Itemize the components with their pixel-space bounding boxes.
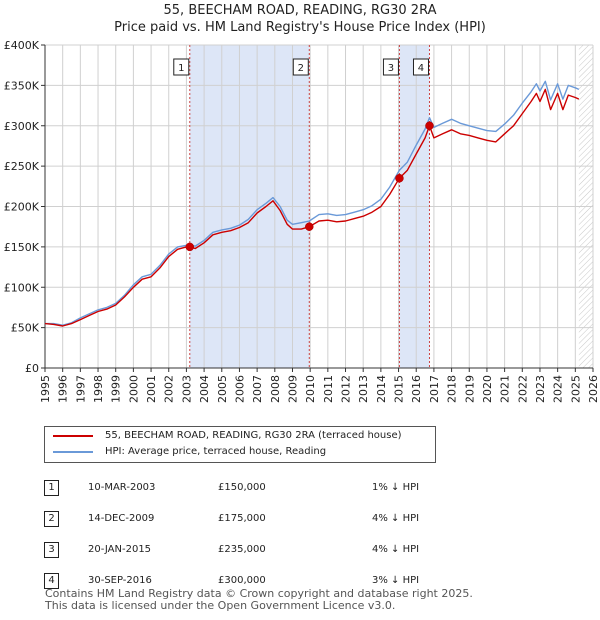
transaction-number: 2 (44, 510, 59, 527)
x-tick-label-1998: 1998 (92, 375, 105, 403)
transaction-number: 1 (44, 479, 59, 496)
x-tick-label-1995: 1995 (39, 375, 52, 403)
chart-legend: 55, BEECHAM ROAD, READING, RG30 2RA (ter… (44, 426, 436, 463)
transaction-number-cell: 2 (44, 503, 82, 534)
x-tick-label-2005: 2005 (216, 375, 229, 403)
transaction-number-cell: 1 (44, 472, 82, 503)
x-tick-label-2000: 2000 (127, 375, 140, 403)
y-tick-label-50000: £50K (11, 322, 40, 335)
property-line-swatch (53, 435, 93, 437)
x-tick-label-2020: 2020 (481, 375, 494, 403)
transaction-date: 14-DEC-2009 (88, 513, 155, 524)
x-tick-label-2014: 2014 (375, 375, 388, 403)
sale-marker-label-3: 3 (388, 63, 394, 74)
transaction-price: £235,000 (218, 544, 266, 555)
legend-label-hpi: HPI: Average price, terraced house, Read… (105, 446, 327, 457)
x-tick-label-2024: 2024 (552, 375, 565, 403)
transaction-date: 10-MAR-2003 (88, 482, 156, 493)
transaction-hpi-diff: 4% ↓ HPI (372, 513, 420, 524)
hpi-line-swatch (53, 451, 93, 453)
transaction-price: £150,000 (218, 482, 266, 493)
x-tick-label-2013: 2013 (357, 375, 370, 403)
transaction-hpi-diff: 3% ↓ HPI (372, 575, 420, 586)
x-tick-label-1996: 1996 (57, 375, 70, 403)
sale-point-4 (425, 121, 434, 130)
transaction-hpi-diff: 1% ↓ HPI (372, 482, 420, 493)
transactions-table: 1 10-MAR-2003 £150,000 1% ↓ HPI 2 14-DEC-2009… (44, 472, 472, 596)
y-tick-label-350000: £350K (4, 79, 40, 92)
sale-point-3 (395, 173, 404, 183)
sale-marker-label-4: 4 (418, 63, 424, 74)
sale-marker-box-2 (292, 58, 309, 76)
x-tick-label-2016: 2016 (410, 375, 423, 403)
x-tick-label-2022: 2022 (516, 375, 529, 403)
price-chart: 1995 1996 1997 1998 1999 2000 2001 2002 2003 2004… (4, 39, 600, 403)
x-tick-label-2023: 2023 (534, 375, 547, 403)
x-tick-label-2008: 2008 (269, 375, 282, 403)
x-tick-label-2007: 2007 (251, 375, 264, 403)
x-tick-label-2001: 2001 (145, 375, 158, 403)
y-tick-label-200000: £200K (4, 201, 40, 214)
sale-marker-box-4 (412, 58, 429, 76)
transaction-price: £300,000 (218, 575, 266, 586)
transaction-number: 3 (44, 541, 59, 558)
transaction-row: 2 14-DEC-2009 £175,000 4% ↓ HPI (44, 503, 472, 534)
hpi-line (45, 80, 580, 326)
property-price-line (44, 88, 580, 327)
x-tick-label-2006: 2006 (233, 375, 246, 403)
x-tick-label-1997: 1997 (74, 375, 87, 403)
footer-line-2: This data is licensed under the Open Gov… (45, 599, 396, 612)
transaction-price: £175,000 (218, 513, 266, 524)
transaction-row: 3 20-JAN-2015 £235,000 4% ↓ HPI (44, 534, 472, 565)
sale-marker-label-2: 2 (298, 63, 304, 74)
x-tick-label-2002: 2002 (163, 375, 176, 403)
y-tick-label-300000: £300K (4, 120, 40, 133)
sale-point-1 (185, 242, 195, 252)
x-tick-label-2010: 2010 (304, 375, 317, 403)
sale-marker-box-1 (173, 58, 190, 76)
chart-subtitle: Price paid vs. HM Land Registry's House … (114, 20, 486, 35)
transaction-number-cell: 4 (44, 565, 82, 596)
x-tick-label-2003: 2003 (180, 375, 193, 403)
transaction-hpi-diff: 4% ↓ HPI (372, 544, 420, 555)
transaction-row: 1 10-MAR-2003 £150,000 1% ↓ HPI (44, 472, 472, 503)
x-tick-label-2009: 2009 (286, 375, 299, 403)
x-tick-label-2015: 2015 (393, 375, 406, 403)
y-tick-label-100000: £100K (4, 281, 40, 294)
sale-marker-label-1: 1 (178, 63, 184, 74)
y-tick-label-400000: £400K (4, 39, 40, 52)
copyright-footer: Contains HM Land Registry data © Crown c… (45, 588, 473, 612)
footer-line-1: Contains HM Land Registry data © Crown c… (45, 587, 473, 600)
transaction-row: 4 30-SEP-2016 £300,000 3% ↓ HPI (44, 565, 472, 596)
legend-label-property: 55, BEECHAM ROAD, READING, RG30 2RA (ter… (105, 430, 402, 441)
x-tick-label-2012: 2012 (340, 375, 353, 403)
y-tick-label-0: £0 (25, 362, 39, 375)
x-tick-label-2004: 2004 (198, 375, 211, 403)
transaction-date: 20-JAN-2015 (88, 544, 152, 555)
x-tick-label-2018: 2018 (446, 375, 459, 403)
sale-marker-box-3 (382, 58, 399, 76)
x-tick-label-2019: 2019 (463, 375, 476, 403)
y-tick-label-250000: £250K (4, 160, 40, 173)
x-tick-label-2021: 2021 (499, 375, 512, 403)
x-tick-label-2011: 2011 (322, 375, 335, 403)
sale-point-2 (305, 222, 314, 231)
y-tick-label-150000: £150K (4, 241, 40, 254)
x-tick-label-2025: 2025 (569, 375, 582, 403)
x-tick-label-2017: 2017 (428, 375, 441, 403)
x-tick-label-2026: 2026 (587, 375, 600, 403)
x-tick-label-1999: 1999 (110, 375, 123, 403)
transaction-number: 4 (44, 572, 59, 589)
transaction-number-cell: 3 (44, 534, 82, 565)
chart-title: 55, BEECHAM ROAD, READING, RG30 2RA (163, 3, 437, 18)
transaction-date: 30-SEP-2016 (88, 575, 152, 586)
